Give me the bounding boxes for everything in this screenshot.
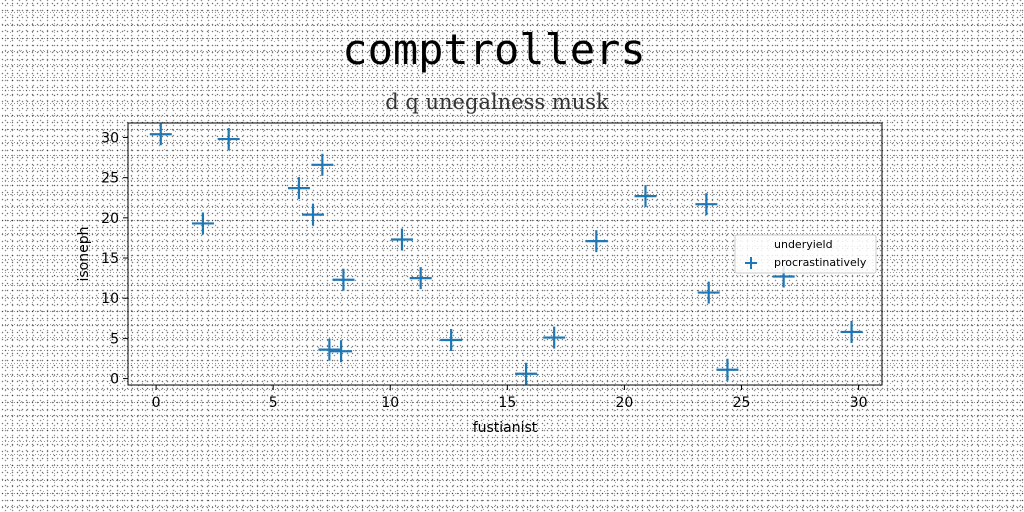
scatter-point — [330, 340, 353, 363]
scatter-point — [390, 228, 413, 251]
chart-subtitle: d q unegalness musk — [385, 90, 609, 114]
scatter-point — [332, 268, 355, 291]
scatter-point — [634, 185, 657, 208]
x-tick-label: 15 — [498, 395, 516, 411]
scatter-point — [217, 128, 240, 151]
legend-marker-procrastinatively — [745, 257, 757, 269]
x-tick-label: 30 — [850, 395, 868, 411]
legend-entry-underyield: underyield — [774, 238, 833, 251]
scatter-point — [301, 203, 324, 226]
legend-box — [734, 234, 877, 274]
scatter-point — [515, 362, 538, 385]
plot-frame — [127, 122, 883, 386]
x-tick-label: 10 — [381, 395, 399, 411]
scatter-point — [318, 338, 341, 361]
scatter-point — [695, 193, 718, 216]
scatter-point — [440, 328, 463, 351]
scatter-point — [311, 153, 334, 176]
scatter-points — [149, 123, 863, 385]
x-tick-label: 20 — [616, 395, 634, 411]
y-tick-label: 15 — [101, 251, 119, 267]
scatter-point — [149, 123, 172, 146]
x-tick-label: 5 — [269, 395, 278, 411]
x-axis-label: fustianist — [473, 420, 538, 436]
y-tick-label: 0 — [110, 372, 119, 388]
x-tick-label: 0 — [152, 395, 161, 411]
scatter-point — [697, 281, 720, 304]
legend: underyield procrastinatively — [734, 234, 877, 274]
y-tick-label: 25 — [101, 171, 119, 187]
scatter-point — [585, 230, 608, 253]
scatter-point — [191, 212, 214, 235]
y-axis-label: isoneph — [76, 227, 92, 282]
y-tick-label: 10 — [101, 291, 119, 307]
scatter-point — [716, 358, 739, 381]
y-tick-label: 30 — [101, 130, 119, 146]
scatter-point — [409, 267, 432, 290]
y-tick-label: 20 — [101, 211, 119, 227]
x-tick-label: 25 — [733, 395, 751, 411]
legend-entry-procrastinatively: procrastinatively — [774, 256, 867, 269]
scatter-point — [840, 320, 863, 343]
scatter-point — [287, 177, 310, 200]
y-tick-label: 5 — [110, 331, 119, 347]
plot-area — [127, 122, 883, 386]
scatter-point — [543, 326, 566, 349]
y-axis: 0 5 10 15 20 25 30 — [101, 130, 128, 388]
x-axis: 0 5 10 15 20 25 30 — [152, 385, 868, 411]
chart-title: comptrollers — [342, 25, 645, 74]
